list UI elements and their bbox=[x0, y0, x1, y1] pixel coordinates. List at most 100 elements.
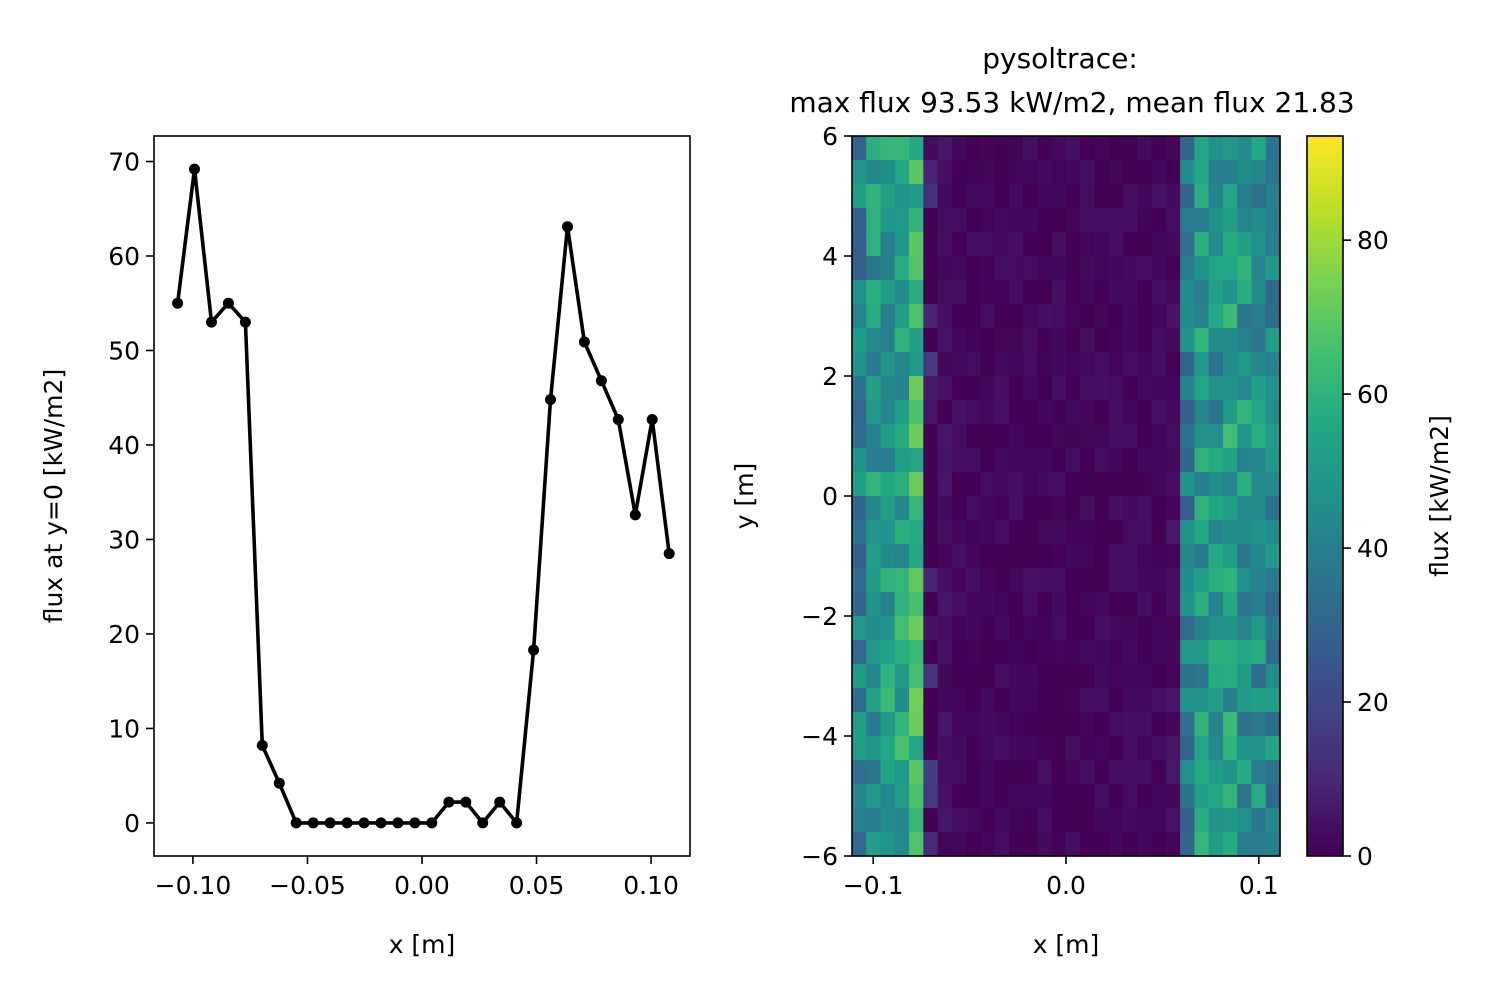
heatmap-cell bbox=[894, 328, 910, 353]
heatmap-cell bbox=[966, 376, 981, 401]
heatmap-cell bbox=[966, 616, 981, 641]
colorbar-tick-label: 60 bbox=[1357, 380, 1389, 409]
heatmap-cell bbox=[1251, 304, 1267, 329]
heatmap-cell bbox=[852, 352, 867, 377]
heatmap-cell bbox=[980, 496, 996, 521]
heatmap-cell bbox=[1251, 328, 1267, 353]
heatmap-cell bbox=[1066, 136, 1081, 161]
heatmap-cell bbox=[1051, 280, 1067, 305]
heatmap-cell bbox=[1051, 568, 1067, 593]
heatmap-cell bbox=[1137, 472, 1153, 497]
heatmap-cell bbox=[894, 568, 910, 593]
heatmap-cell bbox=[1180, 736, 1195, 761]
heatmap-cell bbox=[852, 424, 867, 449]
heatmap-cell bbox=[1137, 592, 1153, 617]
heatmap-cell bbox=[1180, 136, 1195, 161]
heatmap-cell bbox=[994, 304, 1010, 329]
colorbar-tick-label: 80 bbox=[1357, 226, 1389, 255]
heatmap-cell bbox=[1037, 736, 1053, 761]
heatmap-cell bbox=[1080, 448, 1096, 473]
heatmap-cell bbox=[1137, 448, 1153, 473]
heatmap-cell bbox=[1237, 352, 1253, 377]
heatmap-cell bbox=[923, 616, 939, 641]
heatmap-cell bbox=[1051, 424, 1067, 449]
heatmap-cell bbox=[1194, 616, 1210, 641]
heatmap-cell bbox=[923, 232, 939, 257]
heatmap-cell bbox=[1051, 160, 1067, 185]
heatmap-cell bbox=[894, 448, 910, 473]
heatmap-cell bbox=[1008, 400, 1024, 425]
heatmap-cell bbox=[951, 352, 967, 377]
heatmap-cell bbox=[1080, 304, 1096, 329]
heatmap-cell bbox=[1023, 472, 1039, 497]
heatmap-cell bbox=[1008, 208, 1024, 233]
heatmap-cell bbox=[937, 280, 953, 305]
heatmap-cell bbox=[909, 160, 924, 185]
heatmap-cell bbox=[1222, 736, 1238, 761]
data-point bbox=[206, 316, 217, 328]
heatmap-cell bbox=[1108, 712, 1124, 737]
heatmap-cell bbox=[1108, 472, 1124, 497]
heatmap-cell bbox=[894, 664, 910, 689]
heatmap-cell bbox=[951, 832, 967, 857]
heatmap-cell bbox=[1051, 832, 1067, 857]
heatmap-cell bbox=[1194, 496, 1210, 521]
heatmap-cell bbox=[1080, 640, 1096, 665]
heatmap-cell bbox=[1251, 160, 1267, 185]
heatmap-cell bbox=[1123, 544, 1138, 569]
heatmap-cell bbox=[894, 616, 910, 641]
heatmap-cell bbox=[866, 736, 882, 761]
heatmap-cell bbox=[1265, 160, 1281, 185]
heatmap-cell bbox=[937, 448, 953, 473]
heatmap-cell bbox=[980, 688, 996, 713]
heatmap-cell bbox=[880, 160, 896, 185]
heatmap-cell bbox=[1180, 520, 1195, 545]
heatmap-cell bbox=[894, 304, 910, 329]
heatmap-cell bbox=[1194, 256, 1210, 281]
heatmap-cell bbox=[1251, 256, 1267, 281]
heatmap-cell bbox=[1066, 784, 1081, 809]
heatmap-cell bbox=[1208, 712, 1224, 737]
heatmap-cell bbox=[1165, 520, 1181, 545]
heatmap-cell bbox=[894, 256, 910, 281]
heatmap-cell bbox=[894, 688, 910, 713]
heatmap-cell bbox=[1080, 784, 1096, 809]
heatmap-cell bbox=[1137, 568, 1153, 593]
heatmap-cell bbox=[1037, 328, 1053, 353]
heatmap-cell bbox=[1237, 520, 1253, 545]
heatmap-cell bbox=[1080, 712, 1096, 737]
heatmap-cell bbox=[966, 448, 981, 473]
heatmap-cell bbox=[1094, 784, 1110, 809]
heatmap-cell bbox=[852, 496, 867, 521]
heatmap-cell bbox=[1051, 616, 1067, 641]
data-point bbox=[663, 548, 675, 560]
heatmap-cell bbox=[1123, 304, 1138, 329]
heatmap-cell bbox=[951, 784, 967, 809]
heatmap-cell bbox=[1008, 424, 1024, 449]
heatmap-cell bbox=[966, 352, 981, 377]
heatmap-cell bbox=[1108, 304, 1124, 329]
heatmap-cell bbox=[923, 592, 939, 617]
heatmap-cell bbox=[1066, 832, 1081, 857]
heatmap-cell bbox=[1137, 184, 1153, 209]
heatmap-cell bbox=[1180, 472, 1195, 497]
heatmap-cell bbox=[880, 496, 896, 521]
heatmap-cell bbox=[852, 832, 867, 857]
heatmap-cell bbox=[1165, 184, 1181, 209]
heatmap-cell bbox=[980, 232, 996, 257]
heatmap-cell bbox=[1108, 136, 1124, 161]
heatmap-cell bbox=[1137, 160, 1153, 185]
heatmap-cell bbox=[994, 568, 1010, 593]
heatmap-cell bbox=[909, 448, 924, 473]
heatmap-cell bbox=[909, 784, 924, 809]
heatmap-cell bbox=[852, 712, 867, 737]
heatmap-cell bbox=[1151, 616, 1167, 641]
data-point bbox=[443, 796, 455, 808]
heatmap-cell bbox=[1180, 784, 1195, 809]
heatmap-cell bbox=[1008, 520, 1024, 545]
heatmap-cell bbox=[1194, 544, 1210, 569]
data-point bbox=[341, 817, 353, 829]
heatmap-cell bbox=[1265, 472, 1281, 497]
heatmap-cell bbox=[951, 760, 967, 785]
heatmap-cell bbox=[1222, 520, 1238, 545]
